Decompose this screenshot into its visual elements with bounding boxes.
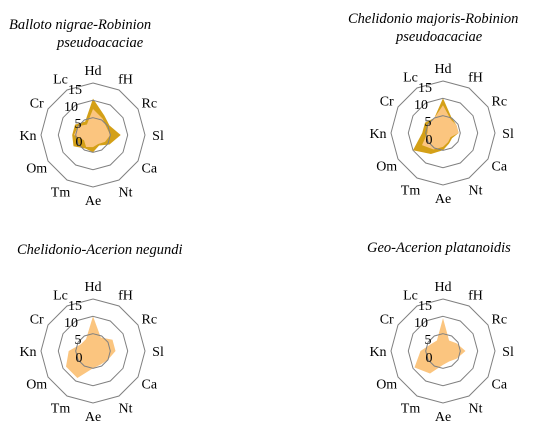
axis-label-sl: Sl [502,345,514,360]
radial-tick-5: 5 [425,333,432,348]
radial-tick-0: 0 [426,133,433,148]
radial-tick-10: 10 [414,98,428,113]
radial-tick-15: 15 [68,299,82,314]
axis-label-kn: Kn [19,129,36,144]
chart-3-title: Chelidonio-Acerion negundi [17,241,183,259]
axis-label-om: Om [26,378,47,393]
axis-label-tm: Tm [51,185,71,200]
axis-label-hd: Hd [84,280,101,295]
radial-tick-0: 0 [76,135,83,150]
axis-label-kn: Kn [369,127,386,142]
axis-label-ca: Ca [142,378,158,393]
axis-label-kn: Kn [369,345,386,360]
axis-label-kn: Kn [19,345,36,360]
axis-label-om: Om [376,378,397,393]
axis-label-rc: Rc [492,313,508,328]
chart-2-title-line-2: pseudoacaciae [396,29,483,45]
axis-label-lc: Lc [403,289,418,304]
axis-label-lc: Lc [403,71,418,86]
axis-label-sl: Sl [152,129,164,144]
grid-ring-10 [407,97,479,169]
axis-label-fh: fH [118,73,133,88]
grid-ring-10 [57,99,129,171]
series-area-1 [66,316,116,378]
axis-label-rc: Rc [492,95,508,110]
grid-ring-15 [40,298,146,404]
radial-tick-15: 15 [418,81,432,96]
axis-label-fh: fH [118,289,133,304]
axis-label-lc: Lc [53,289,68,304]
axis-label-hd: Hd [84,64,101,79]
series-area-2 [73,109,111,148]
chart-4-title: Geo-Acerion platanoidis [367,239,511,257]
radial-tick-10: 10 [64,316,78,331]
axis-label-tm: Tm [51,401,71,416]
axis-label-ca: Ca [492,378,508,393]
radial-tick-5: 5 [425,115,432,130]
axis-label-nt: Nt [119,401,133,416]
axis-label-lc: Lc [53,73,68,88]
grid-ring-15 [390,80,496,186]
grid-ring-15 [390,298,496,404]
axis-label-cr: Cr [30,313,44,328]
grid-ring-5 [75,117,111,153]
axis-label-ca: Ca [142,162,158,177]
axis-label-sl: Sl [152,345,164,360]
axis-label-hd: Hd [434,62,451,77]
radial-tick-10: 10 [414,316,428,331]
chart-2-title-line-1: Chelidonio majoris-Robinion [348,11,519,27]
axis-label-ae: Ae [85,194,101,209]
axis-label-cr: Cr [30,97,44,112]
radial-tick-10: 10 [64,100,78,115]
axis-label-ca: Ca [492,160,508,175]
radial-tick-15: 15 [418,299,432,314]
axis-label-cr: Cr [380,95,394,110]
axis-label-rc: Rc [142,97,158,112]
axis-label-fh: fH [468,71,483,86]
axis-label-om: Om [376,160,397,175]
radial-tick-5: 5 [75,333,82,348]
grid-ring-5 [425,333,461,369]
chart-1-title-line-1: Balloto nigrae-Robinion [9,17,152,33]
axis-label-ae: Ae [85,410,101,425]
axis-label-hd: Hd [434,280,451,295]
chart-2-title: Chelidonio majoris-Robinion pseudoacacia… [348,10,518,46]
grid-ring-10 [407,315,479,387]
series-area-1 [414,318,466,374]
axis-label-tm: Tm [401,183,421,198]
grid-ring-15 [40,82,146,188]
chart-4-title-line-1: Geo-Acerion platanoidis [367,240,511,256]
grid-ring-10 [57,315,129,387]
axis-label-cr: Cr [380,313,394,328]
grid-ring-5 [75,333,111,369]
chart-1-title: Balloto nigrae-Robinion pseudoacaciae [9,16,151,52]
grid-ring-5 [425,115,461,151]
axis-label-nt: Nt [469,183,483,198]
radial-tick-15: 15 [68,83,82,98]
chart-1-title-line-2: pseudoacaciae [57,35,144,51]
radial-tick-0: 0 [76,351,83,366]
axis-label-ae: Ae [435,192,451,207]
radial-tick-5: 5 [75,117,82,132]
axis-label-om: Om [26,162,47,177]
axis-label-tm: Tm [401,401,421,416]
axis-label-rc: Rc [142,313,158,328]
chart-3-title-line-1: Chelidonio-Acerion negundi [17,242,183,258]
axis-label-fh: fH [468,289,483,304]
axis-label-nt: Nt [469,401,483,416]
radial-tick-0: 0 [426,351,433,366]
series-area-2 [422,105,459,150]
axis-label-ae: Ae [435,410,451,425]
axis-label-nt: Nt [119,185,133,200]
axis-label-sl: Sl [502,127,514,142]
